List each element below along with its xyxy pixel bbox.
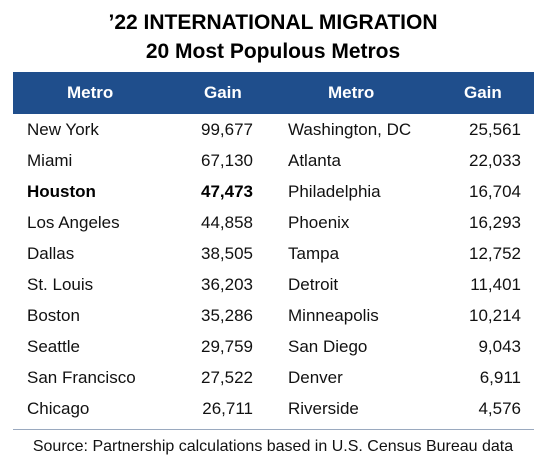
metro-gain-right-7: 9,043	[478, 337, 521, 356]
metro-name-right-9: Riverside	[288, 399, 359, 418]
metro-gain-left-5: 36,203	[201, 275, 253, 294]
metro-gain-right-2: 16,704	[469, 182, 521, 201]
header-gain-left: Gain	[204, 83, 242, 102]
header-metro-right: Metro	[328, 83, 375, 102]
metro-gain-right-6: 10,214	[469, 306, 521, 325]
metro-gain-left-3: 44,858	[201, 213, 253, 232]
metro-name-left-0: New York	[27, 120, 99, 139]
metro-name-right-2: Philadelphia	[288, 182, 381, 201]
metro-gain-right-8: 6,911	[479, 368, 521, 387]
metro-name-right-7: San Diego	[288, 337, 368, 356]
metro-name-right-6: Minneapolis	[288, 306, 379, 325]
metro-name-right-1: Atlanta	[288, 151, 341, 170]
metro-gain-left-9: 26,711	[202, 399, 253, 418]
metro-name-left-5: St. Louis	[27, 275, 94, 294]
metro-gain-right-0: 25,561	[469, 120, 521, 139]
metro-gain-left-8: 27,522	[201, 368, 253, 387]
chart-subtitle: 20 Most Populous Metros	[145, 40, 401, 63]
metro-name-left-4: Dallas	[27, 244, 75, 263]
metro-gain-left-2: 47,473	[201, 182, 253, 201]
metro-name-left-9: Chicago	[27, 399, 90, 418]
metro-gain-left-6: 35,286	[201, 306, 253, 325]
metro-name-right-8: Denver	[288, 368, 343, 387]
metro-gain-right-3: 16,293	[469, 213, 521, 232]
metro-gain-right-1: 22,033	[469, 151, 521, 170]
metro-gain-right-4: 12,752	[469, 244, 521, 263]
metro-name-left-1: Miami	[27, 151, 73, 170]
metro-name-right-0: Washington, DC	[288, 120, 412, 139]
table-bottom-rule	[13, 429, 534, 430]
source-note: Source: Partnership calculations based i…	[32, 438, 514, 455]
metro-name-right-3: Phoenix	[288, 213, 350, 232]
metro-gain-right-9: 4,576	[478, 399, 521, 418]
metro-name-left-7: Seattle	[27, 337, 80, 356]
table-header: Metro Gain Metro Gain	[13, 72, 534, 114]
metro-gain-left-7: 29,759	[201, 337, 253, 356]
metro-name-right-4: Tampa	[288, 244, 340, 263]
metro-gain-left-0: 99,677	[201, 120, 253, 139]
metro-name-right-5: Detroit	[288, 275, 339, 294]
metro-name-left-2: Houston	[27, 182, 96, 201]
metro-gain-right-5: 11,401	[470, 275, 521, 294]
metro-name-left-3: Los Angeles	[27, 213, 120, 232]
header-metro-left: Metro	[67, 83, 114, 102]
metro-gain-left-4: 38,505	[201, 244, 253, 263]
metro-name-left-6: Boston	[27, 306, 80, 325]
chart-title: ’22 INTERNATIONAL MIGRATION	[108, 11, 438, 34]
header-gain-right: Gain	[464, 83, 502, 102]
metro-gain-left-1: 67,130	[201, 151, 253, 170]
metro-name-left-8: San Francisco	[27, 368, 136, 387]
